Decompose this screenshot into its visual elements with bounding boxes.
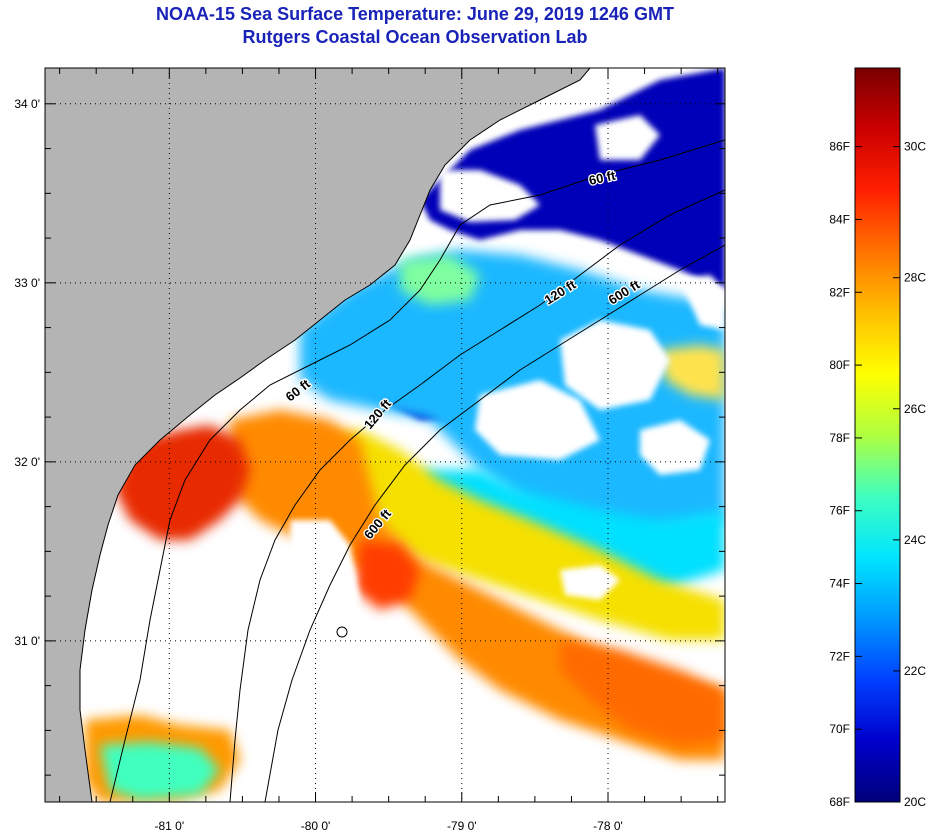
- longitude-tick-labels: -81 0' -80 0' -79 0' -78 0': [154, 819, 622, 832]
- colorbar-f-label: 86F: [829, 140, 850, 154]
- contour-label: 60 ft: [588, 168, 618, 188]
- warm-water-region: [660, 345, 725, 400]
- colorbar-f-label: 78F: [829, 431, 850, 445]
- colorbar-f-label: 84F: [829, 212, 850, 226]
- hottest-water-region: [355, 540, 420, 610]
- contour-600ft: [264, 244, 725, 802]
- lon-tick-label: -80 0': [301, 819, 331, 832]
- lat-tick-label: 32 0': [14, 455, 40, 469]
- land-mass: [45, 68, 590, 802]
- coastline: [79, 68, 591, 802]
- plot-area: 60 ft 120 ft 600 ft 120 ft 600 ft 60 ft: [45, 68, 725, 802]
- axis-ticks: [45, 68, 725, 802]
- lon-tick-label: -79 0': [447, 819, 477, 832]
- colorbar-celsius-labels: 30C 28C 26C 24C 22C 20C: [893, 140, 926, 809]
- hot-water-region: [560, 640, 725, 745]
- cool-water-region: [400, 255, 480, 305]
- graticule: [45, 68, 725, 802]
- cold-water-region: [420, 68, 725, 290]
- depth-contours: [109, 139, 725, 802]
- colorbar-f-label: 72F: [829, 649, 850, 663]
- temperature-colorbar: [854, 67, 901, 803]
- colorbar-f-label: 80F: [829, 358, 850, 372]
- map-title: NOAA-15 Sea Surface Temperature: June 29…: [156, 4, 674, 24]
- sst-field: [70, 68, 725, 802]
- warm-water-region: [300, 430, 725, 640]
- lat-tick-label: 33 0': [14, 276, 40, 290]
- cloud-cover: [290, 115, 725, 650]
- colorbar-c-label: 20C: [904, 795, 926, 809]
- map-subtitle: Rutgers Coastal Ocean Observation Lab: [242, 27, 588, 47]
- colorbar-f-label: 74F: [829, 577, 850, 591]
- hottest-water-region: [115, 425, 250, 540]
- seamount-marker: [336, 626, 348, 638]
- colorbar-f-label: 70F: [829, 722, 850, 736]
- colorbar-c-label: 22C: [904, 664, 926, 678]
- contour-60ft: [109, 139, 725, 802]
- southwest-water-region: [100, 742, 220, 800]
- lat-tick-label: 34 0': [14, 97, 40, 111]
- latitude-tick-labels: 34 0' 33 0' 32 0' 31 0': [14, 97, 40, 648]
- lat-tick-label: 31 0': [14, 634, 40, 648]
- colorbar-c-label: 26C: [904, 402, 926, 416]
- colorbar-f-label: 76F: [829, 504, 850, 518]
- colorbar-f-label: 82F: [829, 285, 850, 299]
- colorbar-f-label: 68F: [829, 795, 850, 809]
- lon-tick-label: -81 0': [154, 819, 184, 832]
- colorbar-c-label: 28C: [904, 271, 926, 285]
- colorbar-fahrenheit-labels: 86F 84F 82F 80F 78F 76F 74F 72F 70F 68F: [829, 140, 862, 809]
- colorbar-c-label: 30C: [904, 140, 926, 154]
- contour-120ft: [229, 189, 725, 802]
- lon-tick-label: -78 0': [593, 819, 623, 832]
- plot-frame: [44, 67, 726, 803]
- colorbar-c-label: 24C: [904, 533, 926, 547]
